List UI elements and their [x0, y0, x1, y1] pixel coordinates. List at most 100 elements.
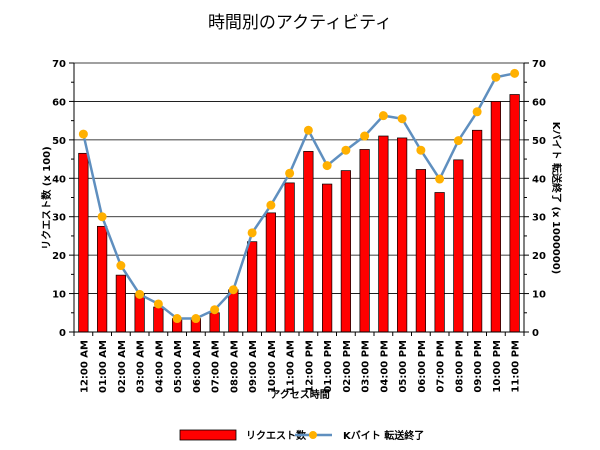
- bar: [340, 170, 351, 333]
- x-tick-label: 07:00 AM: [211, 340, 222, 393]
- x-tick-label: 01:00 AM: [98, 340, 109, 393]
- bar: [434, 192, 445, 333]
- bar: [153, 306, 164, 333]
- line-point: [116, 261, 126, 271]
- y-tick-label: 70: [52, 59, 66, 70]
- bar: [509, 94, 520, 333]
- line-point: [285, 168, 295, 178]
- line-point: [153, 299, 163, 309]
- y-tick-label: 10: [52, 290, 66, 301]
- axes: [69, 62, 529, 336]
- bar: [97, 225, 108, 333]
- y-tick-label: 50: [52, 136, 66, 147]
- x-tick-label: 04:00 PM: [379, 340, 390, 393]
- x-tick-label: 08:00 AM: [229, 340, 240, 393]
- legend-bar-swatch: [179, 429, 237, 441]
- line-point: [322, 161, 332, 171]
- x-tick-label: 10:00 AM: [267, 340, 278, 393]
- line-point: [228, 285, 238, 295]
- x-tick-labels: 12:00 AM 01:00 AM 02:00 AM 03:00 AM 04:00 AM…: [79, 340, 521, 393]
- line-point: [397, 114, 407, 124]
- y-tick-label: 20: [52, 251, 66, 262]
- line-point: [78, 129, 88, 139]
- bar: [359, 149, 370, 333]
- y2-tick-label: 10: [532, 290, 546, 301]
- x-tick-label: 07:00 PM: [436, 340, 447, 393]
- legend-line-label: Kバイト 転送終了: [343, 429, 424, 442]
- x-tick-label: 11:00 PM: [511, 340, 522, 393]
- bar: [303, 151, 314, 333]
- y2-tick-label: 30: [532, 213, 546, 224]
- x-tick-label: 02:00 AM: [117, 340, 128, 393]
- line-point: [210, 305, 220, 315]
- y-tick-label: 30: [52, 213, 66, 224]
- bar: [322, 183, 333, 333]
- x-tick-label: 11:00 AM: [286, 340, 297, 393]
- x-tick-label: 04:00 AM: [154, 340, 165, 393]
- y2-tick-label: 0: [532, 328, 539, 339]
- chart-title: 時間別のアクティビティ: [208, 13, 392, 33]
- y2-tick-label: 40: [532, 174, 546, 185]
- line-point: [435, 174, 445, 184]
- y-axis-label: リクエスト数 (x 100): [40, 146, 53, 249]
- y-tick-label: 0: [59, 328, 66, 339]
- x-tick-label: 12:00 PM: [304, 340, 315, 393]
- line-series: [78, 68, 520, 324]
- line-point: [191, 314, 201, 324]
- bar: [415, 169, 426, 333]
- x-tick-label: 08:00 PM: [454, 340, 465, 393]
- line-point: [491, 72, 501, 82]
- x-axis-label: アクセス時間: [270, 388, 330, 401]
- line-point: [266, 200, 276, 210]
- x-tick-label: 09:00 AM: [248, 340, 259, 393]
- line-point: [360, 131, 370, 141]
- x-tick-label: 03:00 PM: [361, 340, 372, 393]
- y2-tick-label: 50: [532, 136, 546, 147]
- line-point: [453, 136, 463, 146]
- series-line: [82, 72, 515, 320]
- x-tick-label: 10:00 PM: [492, 340, 503, 393]
- x-tick-label: 01:00 PM: [323, 340, 334, 393]
- y-tick-labels: 0 0 10 10 20 20 30 30 40 40 50 50 60 60 70 70: [52, 59, 546, 339]
- bar: [247, 241, 258, 333]
- bar: [453, 159, 464, 333]
- bar: [284, 182, 295, 333]
- line-point: [97, 212, 107, 222]
- grid-lines: [74, 62, 524, 333]
- x-tick-label: 09:00 PM: [473, 340, 484, 393]
- line-point: [416, 145, 426, 155]
- line-point: [510, 68, 520, 78]
- x-tick-label: 12:00 AM: [79, 340, 90, 393]
- line-point: [378, 111, 388, 121]
- line-point: [172, 314, 182, 324]
- y2-tick-label: 70: [532, 59, 546, 70]
- legend-line-marker: [309, 431, 317, 439]
- bar: [472, 129, 483, 333]
- y2-tick-label: 60: [532, 97, 546, 108]
- line-point: [341, 145, 351, 155]
- legend-bar-label: リクエスト数: [246, 429, 307, 442]
- x-tick-label: 06:00 AM: [192, 340, 203, 393]
- x-tick-label: 03:00 AM: [136, 340, 147, 393]
- bar: [134, 293, 145, 333]
- y-tick-label: 60: [52, 97, 66, 108]
- x-tick-label: 06:00 PM: [417, 340, 428, 393]
- bar: [78, 152, 89, 333]
- bar: [397, 137, 408, 333]
- y2-axis-label: Kバイト 転送終了 (x 1000000): [550, 122, 563, 275]
- bar: [265, 212, 276, 333]
- bar: [378, 135, 389, 333]
- legend: リクエスト数 Kバイト 転送終了: [179, 429, 424, 442]
- bar: [228, 289, 239, 333]
- bar: [209, 312, 220, 333]
- x-tick-label: 05:00 PM: [398, 340, 409, 393]
- bar: [115, 274, 126, 333]
- line-point: [135, 289, 145, 299]
- bar: [490, 101, 501, 333]
- x-tick-label: 02:00 PM: [342, 340, 353, 393]
- line-point: [472, 107, 482, 117]
- y2-tick-label: 20: [532, 251, 546, 262]
- line-point: [247, 228, 257, 238]
- x-tick-label: 05:00 AM: [173, 340, 184, 393]
